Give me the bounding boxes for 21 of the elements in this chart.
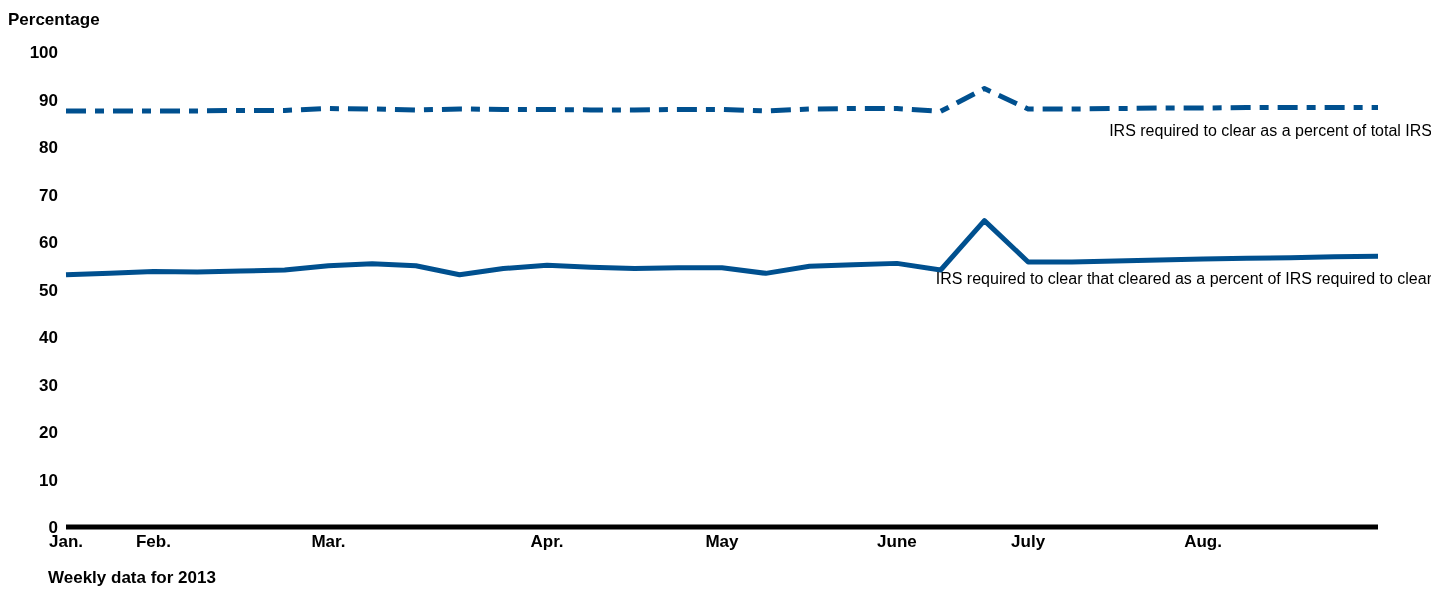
x-tick-label: Feb. [135,532,171,552]
y-tick-label: 80 [39,138,58,158]
x-tick-label: May [705,532,740,552]
x-tick-label: June [877,532,917,552]
y-tick-label: 60 [39,233,58,253]
x-axis-title: Weekly data for 2013 [48,568,216,588]
y-tick-label: 30 [39,375,58,395]
y-tick-label: 10 [39,470,58,490]
series-label: IRS required to clear as a percent of total IRS [1109,121,1432,139]
y-tick-label: 20 [39,423,58,443]
y-tick-label: 70 [39,185,58,205]
series-label: IRS required to clear that cleared as a percent of IRS required to clear [935,270,1433,288]
y-tick-label: 50 [39,280,58,300]
y-axis-title: Percentage [8,10,100,30]
y-tick-label: 40 [39,328,58,348]
x-tick-label: Aug. [1184,532,1222,552]
x-tick-label: July [1011,532,1046,552]
x-tick-label: Mar. [311,532,346,552]
y-tick-label: 100 [29,43,58,63]
x-tick-label: Apr. [530,532,564,552]
y-tick-label: 90 [39,90,58,110]
